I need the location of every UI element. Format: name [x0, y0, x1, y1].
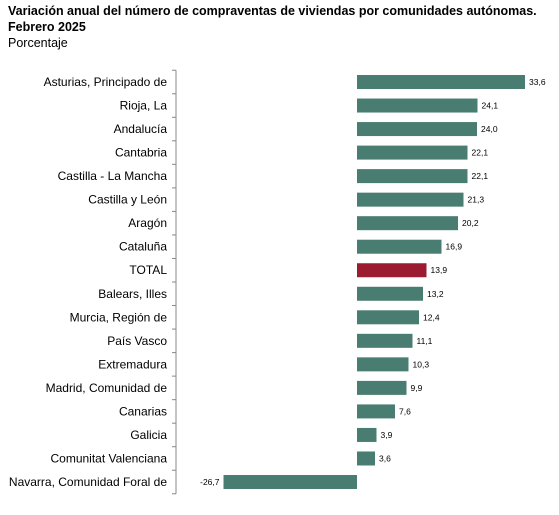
data-label: 22,1 [472, 171, 489, 181]
chart-header: Variación anual del número de compravent… [8, 3, 553, 51]
bars-group [223, 75, 525, 490]
bar [357, 145, 468, 160]
category-label: Castilla y León [88, 193, 167, 207]
bar [357, 239, 442, 254]
category-label: Extremadura [98, 357, 167, 371]
chart-title-line-2: Febrero 2025 [8, 20, 86, 34]
category-label: Navarra, Comunidad Foral de [9, 475, 167, 489]
bar [357, 310, 419, 325]
data-label: 13,2 [427, 289, 444, 299]
bar [357, 192, 464, 207]
category-label: Galicia [130, 428, 167, 442]
category-label: Castilla - La Mancha [58, 169, 168, 183]
data-label: 3,9 [381, 430, 393, 440]
data-label: 20,2 [462, 218, 479, 228]
chart-title-line-1: Variación anual del número de compravent… [8, 4, 537, 18]
bar [223, 475, 357, 490]
category-label: TOTAL [129, 263, 167, 277]
data-label: 10,3 [413, 359, 430, 369]
category-label: Murcia, Región de [70, 310, 168, 324]
data-label: 3,6 [379, 453, 391, 463]
labels-group: Asturias, Principado de 33,6 Rioja, La 24,1… [9, 75, 546, 489]
category-label: País Vasco [107, 334, 167, 348]
category-label: Cantabria [115, 146, 167, 160]
data-label: 9,9 [411, 383, 423, 393]
bar [357, 75, 525, 89]
bar [357, 98, 478, 113]
data-label: 22,1 [472, 148, 489, 158]
bar [357, 286, 423, 301]
bar [357, 122, 477, 137]
data-label: 33,6 [529, 77, 546, 87]
bar [357, 357, 409, 372]
bar [357, 169, 468, 184]
category-label: Asturias, Principado de [44, 75, 168, 89]
category-label: Aragón [128, 216, 167, 230]
data-label: 13,9 [431, 265, 448, 275]
data-label: -26,7 [200, 477, 220, 487]
bar [357, 380, 407, 395]
category-label: Madrid, Comunidad de [46, 381, 168, 395]
category-label: Canarias [119, 404, 167, 418]
category-label: Cataluña [119, 240, 167, 254]
data-label: 24,0 [481, 124, 498, 134]
category-label: Balears, Illes [98, 287, 167, 301]
category-label: Andalucía [114, 122, 168, 136]
bar [357, 404, 395, 419]
bar [357, 216, 458, 231]
data-label: 24,1 [482, 101, 499, 111]
data-label: 16,9 [446, 242, 463, 252]
data-label: 7,6 [399, 406, 411, 416]
data-label: 21,3 [468, 195, 485, 205]
category-axis [172, 69, 177, 495]
bar [357, 333, 413, 348]
data-label: 11,1 [417, 336, 433, 346]
bar [357, 451, 375, 466]
category-label: Rioja, La [120, 99, 168, 113]
chart-subtitle: Porcentaje [8, 36, 68, 50]
data-label: 12,4 [423, 312, 440, 322]
bar [357, 427, 377, 442]
bar-total [357, 263, 427, 278]
category-label: Comunitat Valenciana [50, 451, 167, 465]
